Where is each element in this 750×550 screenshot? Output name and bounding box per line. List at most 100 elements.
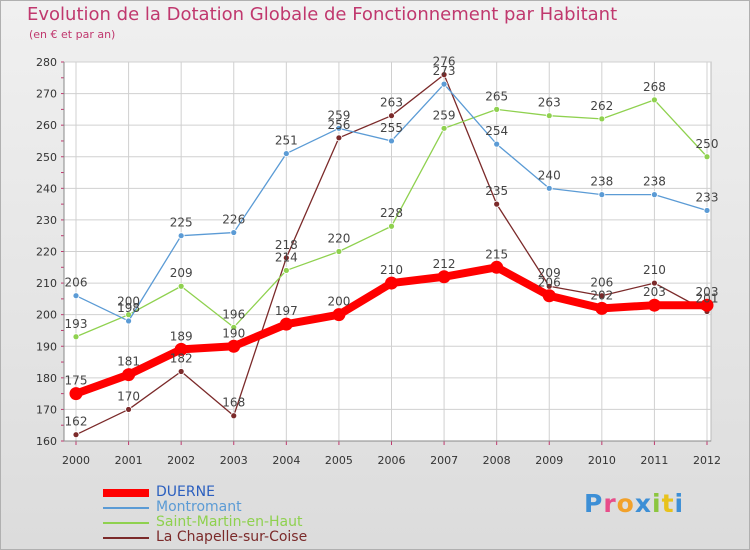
data-point [69,387,83,401]
x-tick-label: 2005 [325,454,353,467]
data-point [490,260,504,274]
data-point [647,298,661,312]
data-label: 240 [538,168,561,182]
data-point [651,96,658,104]
y-tick-label: 230 [36,214,57,227]
data-label: 193 [65,317,88,331]
logo-letter: i [652,489,662,518]
data-point [227,339,241,353]
x-tick-label: 2008 [483,454,511,467]
data-point [332,308,346,322]
chart-subtitle: (en € et par an) [29,28,116,41]
logo-letter: P [584,489,604,518]
data-label: 175 [65,374,88,388]
data-label: 215 [485,247,508,261]
data-point [282,150,290,157]
data-label: 256 [327,118,350,132]
y-tick-label: 240 [36,182,57,195]
data-label: 181 [117,355,140,369]
x-tick-label: 2001 [115,454,143,467]
x-tick-label: 2007 [430,454,458,467]
legend-label: La Chapelle-sur-Coise [156,529,308,545]
data-label: 168 [222,396,245,410]
data-label: 254 [485,124,508,138]
data-point [177,232,185,240]
data-label: 162 [65,415,88,429]
data-label: 263 [380,96,403,110]
legend-item: DUERNE [103,485,307,500]
data-point [72,431,80,439]
data-label: 198 [117,301,140,315]
data-label: 203 [643,285,666,299]
data-point [335,124,343,132]
legend-label: Montromant [156,499,242,515]
proxiti-logo: Proxiti [584,489,684,518]
x-tick-label: 2010 [588,454,616,467]
data-label: 197 [275,304,298,318]
chart-title: Evolution de la Dotation Globale de Fonc… [27,4,618,25]
data-point [598,191,606,199]
data-label: 214 [275,250,298,264]
data-label: 210 [643,263,666,277]
data-point [545,112,553,120]
data-label: 233 [696,190,719,204]
data-point [385,276,398,290]
y-tick-label: 220 [36,246,57,259]
data-label: 201 [696,292,719,306]
y-tick-label: 270 [36,88,57,101]
data-label: 206 [590,276,613,290]
data-label: 212 [433,257,456,271]
data-point [125,317,132,325]
data-label: 170 [117,389,140,403]
data-point [230,229,238,236]
data-label: 238 [590,175,613,189]
y-tick-label: 260 [36,119,57,132]
data-label: 210 [380,263,403,277]
logo-letter: r [603,489,617,518]
y-tick-label: 210 [36,277,57,290]
legend-item: La Chapelle-sur-Coise [103,530,307,545]
data-point [595,301,609,315]
x-tick-label: 2011 [640,454,668,467]
data-label: 259 [433,108,456,122]
series-saint-martin-en-haut [72,96,711,341]
data-point [651,279,658,287]
data-point [122,368,136,382]
legend-swatch [103,521,149,524]
data-point [437,270,451,284]
y-tick-label: 160 [36,435,57,448]
data-point [651,191,658,199]
legend-item: Montromant [103,500,307,515]
data-label: 203 [696,285,719,299]
data-label: 220 [327,232,350,246]
data-label: 273 [433,64,456,78]
x-tick-label: 2006 [378,454,406,467]
data-label: 255 [380,121,403,135]
data-label: 209 [170,266,193,280]
data-label: 196 [222,307,245,321]
data-label: 228 [380,206,403,220]
data-point [174,342,188,356]
data-point [388,222,395,230]
series-la-chapelle-sur-coise [72,71,711,439]
data-point [72,292,80,300]
data-point [493,105,501,113]
legend-swatch [103,536,149,539]
data-label: 190 [222,326,245,340]
data-label: 182 [170,352,193,366]
x-tick-label: 2000 [62,454,90,467]
data-point [700,298,714,312]
data-point [335,248,343,255]
data-point [177,282,185,290]
data-point [125,406,132,413]
data-point [388,137,395,145]
data-label: 259 [327,108,350,122]
data-point [282,267,290,274]
logo-letter: i [674,489,685,518]
data-point [72,333,80,341]
data-point [703,207,711,214]
data-point [542,289,556,303]
data-label: 226 [222,213,245,227]
